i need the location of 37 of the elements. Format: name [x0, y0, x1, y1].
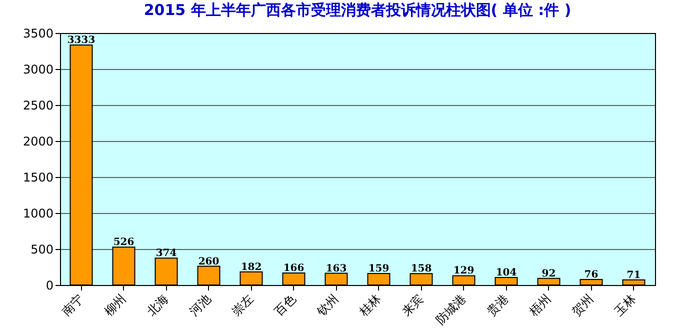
y-tick-label: 2000: [22, 134, 54, 148]
x-tick-label: 河池: [186, 292, 214, 318]
y-tick-label: 1500: [22, 170, 54, 184]
y-tick-label: 3000: [22, 62, 54, 76]
x-tick-label: 百色: [272, 292, 299, 318]
chart-title: 2015 年上半年广西各市受理消费者投诉情况柱状图( 单位 :件 ): [144, 1, 572, 19]
data-label: 163: [326, 263, 347, 274]
data-label: 129: [453, 266, 474, 277]
data-label: 104: [496, 268, 517, 279]
data-label: 92: [542, 268, 556, 280]
data-label: 158: [410, 264, 432, 275]
x-tick-label: 柳州: [102, 292, 129, 318]
data-label: 260: [198, 256, 220, 268]
data-label: 76: [584, 270, 598, 281]
y-tick-label: 3500: [22, 26, 54, 40]
y-tick-label: 0: [46, 278, 54, 292]
x-tick-label: 钦州: [314, 292, 342, 320]
x-tick-label: 玉林: [612, 292, 639, 318]
x-tick-label: 梧州: [526, 292, 554, 320]
data-label: 182: [240, 262, 262, 273]
x-tick-label: 桂林: [356, 292, 384, 320]
x-tick-label: 崇左: [229, 292, 256, 318]
x-tick-label: 防城港: [433, 292, 469, 327]
data-label: 526: [113, 237, 134, 248]
y-tick-label: 1000: [22, 206, 54, 220]
x-tick-label: 贵港: [484, 292, 512, 318]
x-tick-label: 贺州: [569, 292, 596, 318]
data-label: 3333: [67, 35, 96, 46]
x-tick-label: 南宁: [59, 292, 86, 318]
x-tick-label: 来宾: [399, 292, 426, 318]
x-tick-label: 北海: [144, 292, 172, 318]
y-tick-label: 500: [30, 242, 54, 256]
y-tick-label: 2500: [22, 98, 54, 112]
data-label: 71: [626, 270, 641, 281]
data-label: 374: [156, 248, 177, 260]
data-label: 166: [283, 263, 304, 274]
data-label: 159: [368, 264, 390, 275]
